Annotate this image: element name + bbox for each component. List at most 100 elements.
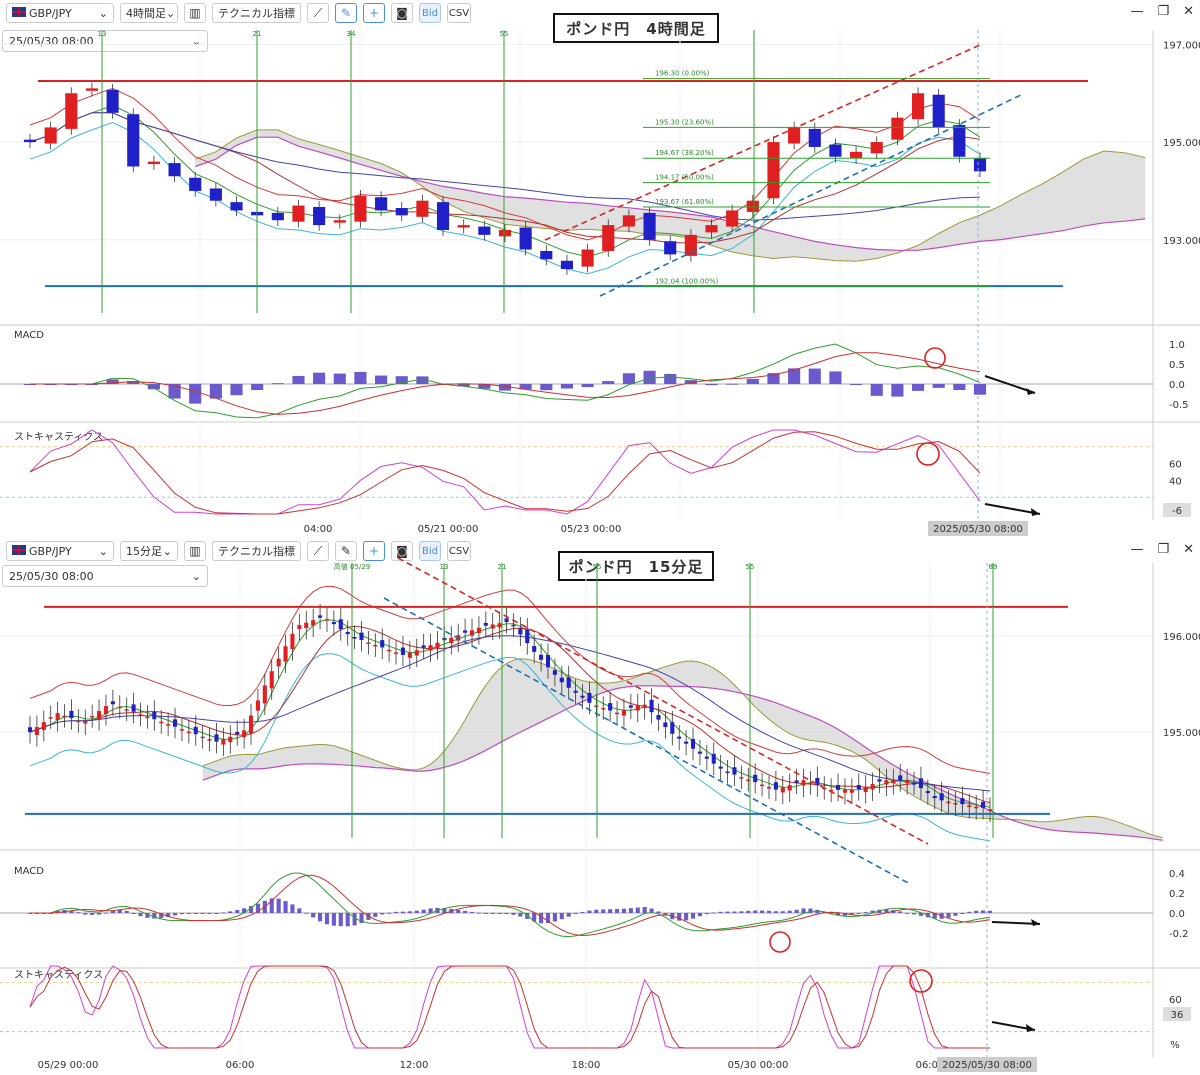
macd-histogram-bar	[697, 913, 702, 917]
pencil-icon[interactable]: ✎	[335, 541, 357, 561]
macd-histogram-bar	[863, 912, 868, 914]
stoch-k-line	[29, 965, 990, 1049]
macd-histogram-bar	[255, 903, 260, 913]
macd-histogram-bar	[635, 907, 640, 913]
indicator-button[interactable]: テクニカル指標	[212, 541, 301, 561]
chart-canvas-15m[interactable]: 196.000 195.000 高値 05/29 13 21 55 55 89 MACD 0.4 0…	[0, 538, 1200, 1075]
candle	[967, 805, 972, 808]
crosshair-icon[interactable]: +	[363, 541, 385, 561]
candle	[435, 642, 440, 649]
candle	[663, 722, 668, 728]
candle	[656, 715, 661, 720]
minimize-icon[interactable]: —	[1130, 542, 1144, 557]
close-icon[interactable]: ✕	[1183, 4, 1194, 19]
chart-panel-4h: GBP/JPY ⌄ 4時間足 ⌄ ▥ テクニカル指標 ⟋ ✎ + ◙ Bid CSV…	[0, 0, 1200, 539]
stoch-label: ストキャスティクス	[14, 969, 103, 981]
bid-button[interactable]: Bid	[419, 3, 441, 23]
crosshair-icon[interactable]: +	[363, 3, 385, 23]
candle	[490, 624, 495, 629]
candle	[483, 622, 488, 626]
camera-icon[interactable]: ◙	[391, 3, 413, 23]
candle	[262, 685, 267, 704]
macd-histogram-bar	[97, 913, 102, 915]
csv-button[interactable]: CSV	[447, 3, 471, 23]
close-icon[interactable]: ✕	[1183, 542, 1194, 557]
price-tick-label: 193.000	[1163, 236, 1200, 247]
fibonacci-label: 193.67 (61.80%)	[655, 198, 714, 206]
macd-histogram-bar	[677, 913, 682, 921]
symbol-label: GBP/JPY	[29, 544, 72, 558]
macd-histogram-bar	[456, 909, 461, 913]
price-tick-label: 195.000	[1163, 138, 1200, 149]
candle	[850, 151, 863, 159]
pencil-icon[interactable]: ✎	[335, 3, 357, 23]
count-label: 13	[98, 30, 107, 38]
stoch-value-label: -6	[1172, 506, 1182, 517]
candle	[559, 677, 564, 683]
macd-histogram-bar	[297, 908, 302, 913]
csv-button[interactable]: CSV	[447, 541, 471, 561]
chart-type-icon[interactable]: ▥	[184, 541, 206, 561]
candle	[587, 692, 592, 703]
candle	[138, 714, 143, 716]
candle	[476, 627, 481, 634]
macd-histogram-bar	[145, 913, 150, 918]
date-input[interactable]: 25/05/30 08:00 ⌄	[2, 565, 208, 587]
candle	[594, 705, 599, 707]
bid-button[interactable]: Bid	[419, 541, 441, 561]
macd-histogram-bar	[642, 906, 647, 913]
macd-histogram-bar	[228, 911, 233, 913]
candle	[352, 637, 357, 639]
time-axis-label: 06:00	[226, 1060, 255, 1071]
arrow-head	[1031, 919, 1040, 926]
macd-histogram-bar	[373, 913, 378, 917]
macd-tick-label: 0.4	[1169, 869, 1185, 880]
timeframe-select[interactable]: 4時間足 ⌄	[120, 3, 178, 23]
candle	[373, 644, 378, 647]
restore-icon[interactable]: ❐	[1157, 542, 1170, 557]
macd-histogram-bar	[746, 378, 759, 384]
macd-histogram-bar	[251, 384, 264, 391]
chart-type-icon[interactable]: ▥	[184, 3, 206, 23]
candle	[518, 628, 523, 635]
symbol-select[interactable]: GBP/JPY ⌄	[6, 3, 114, 23]
symbol-select[interactable]: GBP/JPY ⌄	[6, 541, 114, 561]
candle	[207, 739, 212, 741]
macd-tick-label: -0.2	[1169, 929, 1189, 940]
indicator-button[interactable]: テクニカル指標	[212, 3, 301, 23]
candle	[48, 717, 53, 719]
macd-histogram-bar	[552, 913, 557, 922]
candle	[34, 727, 39, 735]
candle	[905, 780, 910, 784]
restore-icon[interactable]: ❐	[1157, 4, 1170, 19]
macd-histogram-bar	[457, 384, 470, 387]
chart-canvas-4h[interactable]: 197.000 195.000 193.000 13 21 34 55 MACD 1.0 0.5 0…	[0, 0, 1200, 538]
macd-histogram-bar	[725, 911, 730, 913]
stoch-d-line	[29, 965, 990, 1049]
trend-chart-icon[interactable]: ⟋	[307, 3, 329, 23]
candle	[677, 736, 682, 739]
macd-histogram-bar	[338, 913, 343, 927]
candle	[540, 250, 553, 260]
candle	[794, 780, 799, 783]
timeframe-select[interactable]: 15分足 ⌄	[120, 541, 178, 561]
macd-histogram-bar	[124, 910, 129, 913]
macd-histogram-bar	[594, 909, 599, 913]
trend-chart-icon[interactable]: ⟋	[307, 541, 329, 561]
stoch-tick-label: 60	[1169, 460, 1182, 471]
time-current-tag	[928, 521, 1028, 536]
macd-histogram-bar	[166, 913, 171, 917]
macd-histogram-bar	[628, 908, 633, 913]
candle	[331, 622, 336, 625]
macd-histogram-bar	[960, 913, 965, 914]
macd-histogram-bar	[581, 384, 594, 388]
macd-histogram-bar	[147, 384, 160, 390]
macd-histogram-bar	[953, 384, 966, 390]
count-label: 34	[347, 30, 356, 38]
macd-histogram-bar	[746, 910, 751, 913]
candle	[621, 710, 627, 716]
candle	[973, 158, 987, 172]
minimize-icon[interactable]: —	[1130, 4, 1144, 19]
long-ma-line	[29, 635, 991, 792]
upper-band-line	[29, 585, 991, 774]
